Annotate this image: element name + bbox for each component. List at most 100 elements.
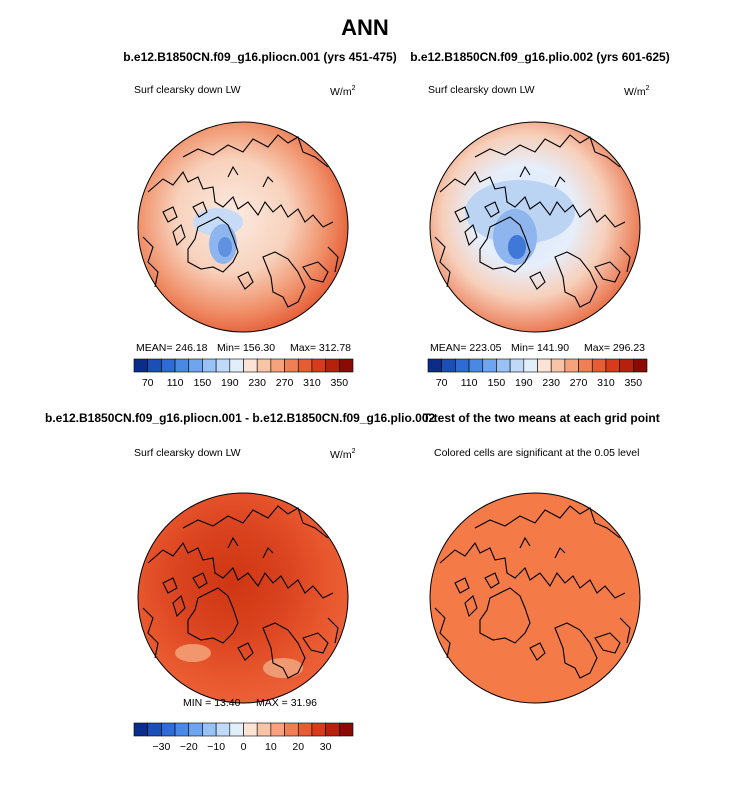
- colorbar-label: 70: [436, 377, 448, 389]
- colorbar-label: 150: [488, 377, 506, 389]
- colorbar-label: 10: [265, 741, 277, 753]
- colorbar-box: [270, 358, 285, 373]
- colorbar-label: 0: [241, 741, 247, 753]
- colorbar-label: 270: [276, 377, 294, 389]
- field-blob: [175, 644, 211, 662]
- colorbar-box: [256, 722, 272, 737]
- figure-title: ANN: [341, 15, 389, 40]
- variable-label: Colored cells are significant at the 0.0…: [434, 447, 639, 459]
- colorbar-box: [523, 358, 538, 373]
- colorbar-box: [550, 358, 566, 373]
- panel-title: b.e12.B1850CN.f09_g16.pliocn.001 (yrs 45…: [123, 50, 396, 64]
- stat: Max= 312.78: [290, 342, 351, 354]
- stat: MIN = 13.40: [183, 697, 241, 709]
- field-blob: [508, 235, 526, 259]
- colorbar-box: [174, 722, 190, 737]
- colorbar-box: [202, 358, 217, 373]
- colorbar-label: −30: [152, 741, 170, 753]
- colorbar-box: [297, 722, 313, 737]
- field-blob: [218, 237, 232, 257]
- colorbar-label: −20: [180, 741, 198, 753]
- colorbar-box: [564, 358, 579, 373]
- units-text: W/m: [330, 86, 352, 98]
- colorbar-label: 70: [142, 377, 154, 389]
- colorbar-box: [215, 722, 231, 737]
- colorbar-box: [161, 358, 176, 373]
- map: [429, 121, 641, 333]
- colorbar: 70 110 150 190 230 270 310 350: [427, 358, 648, 389]
- colorbar-box: [284, 722, 299, 737]
- colorbar-box: [188, 358, 203, 373]
- colorbar-box: [591, 358, 607, 373]
- map-disc: [137, 121, 349, 333]
- colorbar-box: [633, 358, 648, 373]
- colorbar-label: 110: [461, 377, 478, 389]
- colorbar-box: [339, 722, 354, 737]
- colorbar-box: [188, 722, 203, 737]
- colorbar-label: 310: [303, 377, 321, 389]
- colorbar-box: [243, 722, 258, 737]
- colorbar-label: 270: [570, 377, 588, 389]
- colorbar-label: 150: [194, 377, 212, 389]
- colorbar-box: [482, 358, 497, 373]
- units: W/m2: [330, 448, 356, 461]
- colorbar-label: 190: [515, 377, 533, 389]
- map-disc: [429, 492, 641, 704]
- units-text: W/m: [624, 86, 646, 98]
- colorbar-box: [605, 358, 620, 373]
- units-exponent: 2: [352, 448, 356, 455]
- panel-title: b.e12.B1850CN.f09_g16.pliocn.001 - b.e12…: [45, 411, 436, 425]
- colorbar-label: 310: [597, 377, 615, 389]
- map: [429, 492, 641, 704]
- stat: MEAN= 246.18: [136, 342, 208, 354]
- colorbar-box: [311, 722, 326, 737]
- colorbar-label: −10: [207, 741, 225, 753]
- colorbar-label: 30: [320, 741, 332, 753]
- colorbar-box: [509, 358, 525, 373]
- units: W/m2: [624, 85, 650, 98]
- colorbar-box: [441, 358, 456, 373]
- stat: Max= 296.23: [584, 342, 645, 354]
- colorbar-box: [284, 358, 299, 373]
- panel-title: T-test of the two means at each grid poi…: [423, 411, 660, 425]
- units-text: W/m: [330, 449, 352, 461]
- units-exponent: 2: [646, 85, 650, 92]
- colorbar-box: [311, 358, 326, 373]
- colorbar-box: [339, 358, 354, 373]
- colorbar-box: [256, 358, 272, 373]
- variable-label: Surf clearsky down LW: [134, 84, 241, 96]
- colorbar-box: [229, 358, 244, 373]
- colorbar: 70 110 150 190 230 270 310 350: [133, 358, 354, 389]
- colorbar-box: [243, 358, 258, 373]
- colorbar-box: [202, 722, 217, 737]
- colorbar-box: [215, 358, 231, 373]
- colorbar-box: [147, 722, 162, 737]
- colorbar-box: [468, 358, 484, 373]
- colorbar-box: [270, 722, 285, 737]
- map-disc: [137, 492, 349, 704]
- stat: Min= 141.90: [511, 342, 569, 354]
- colorbar-label: 20: [292, 741, 304, 753]
- colorbar-box: [427, 358, 442, 373]
- colorbar-label: 230: [248, 377, 266, 389]
- colorbar-label: 350: [331, 377, 349, 389]
- colorbar-box: [619, 358, 634, 373]
- stat: MEAN= 223.05: [430, 342, 502, 354]
- colorbar-label: 230: [542, 377, 560, 389]
- colorbar-box: [174, 358, 190, 373]
- colorbar-box: [325, 722, 340, 737]
- colorbar-box: [229, 722, 244, 737]
- units-exponent: 2: [352, 85, 356, 92]
- colorbar-label: 350: [625, 377, 643, 389]
- colorbar-box: [537, 358, 552, 373]
- colorbar-box: [133, 358, 148, 373]
- map: [137, 492, 349, 704]
- colorbar-box: [133, 722, 148, 737]
- variable-label: Surf clearsky down LW: [134, 447, 241, 459]
- colorbar-label: 190: [221, 377, 239, 389]
- variable-label: Surf clearsky down LW: [428, 84, 535, 96]
- colorbar-box: [496, 358, 511, 373]
- colorbar-box: [297, 358, 313, 373]
- colorbar-box: [325, 358, 340, 373]
